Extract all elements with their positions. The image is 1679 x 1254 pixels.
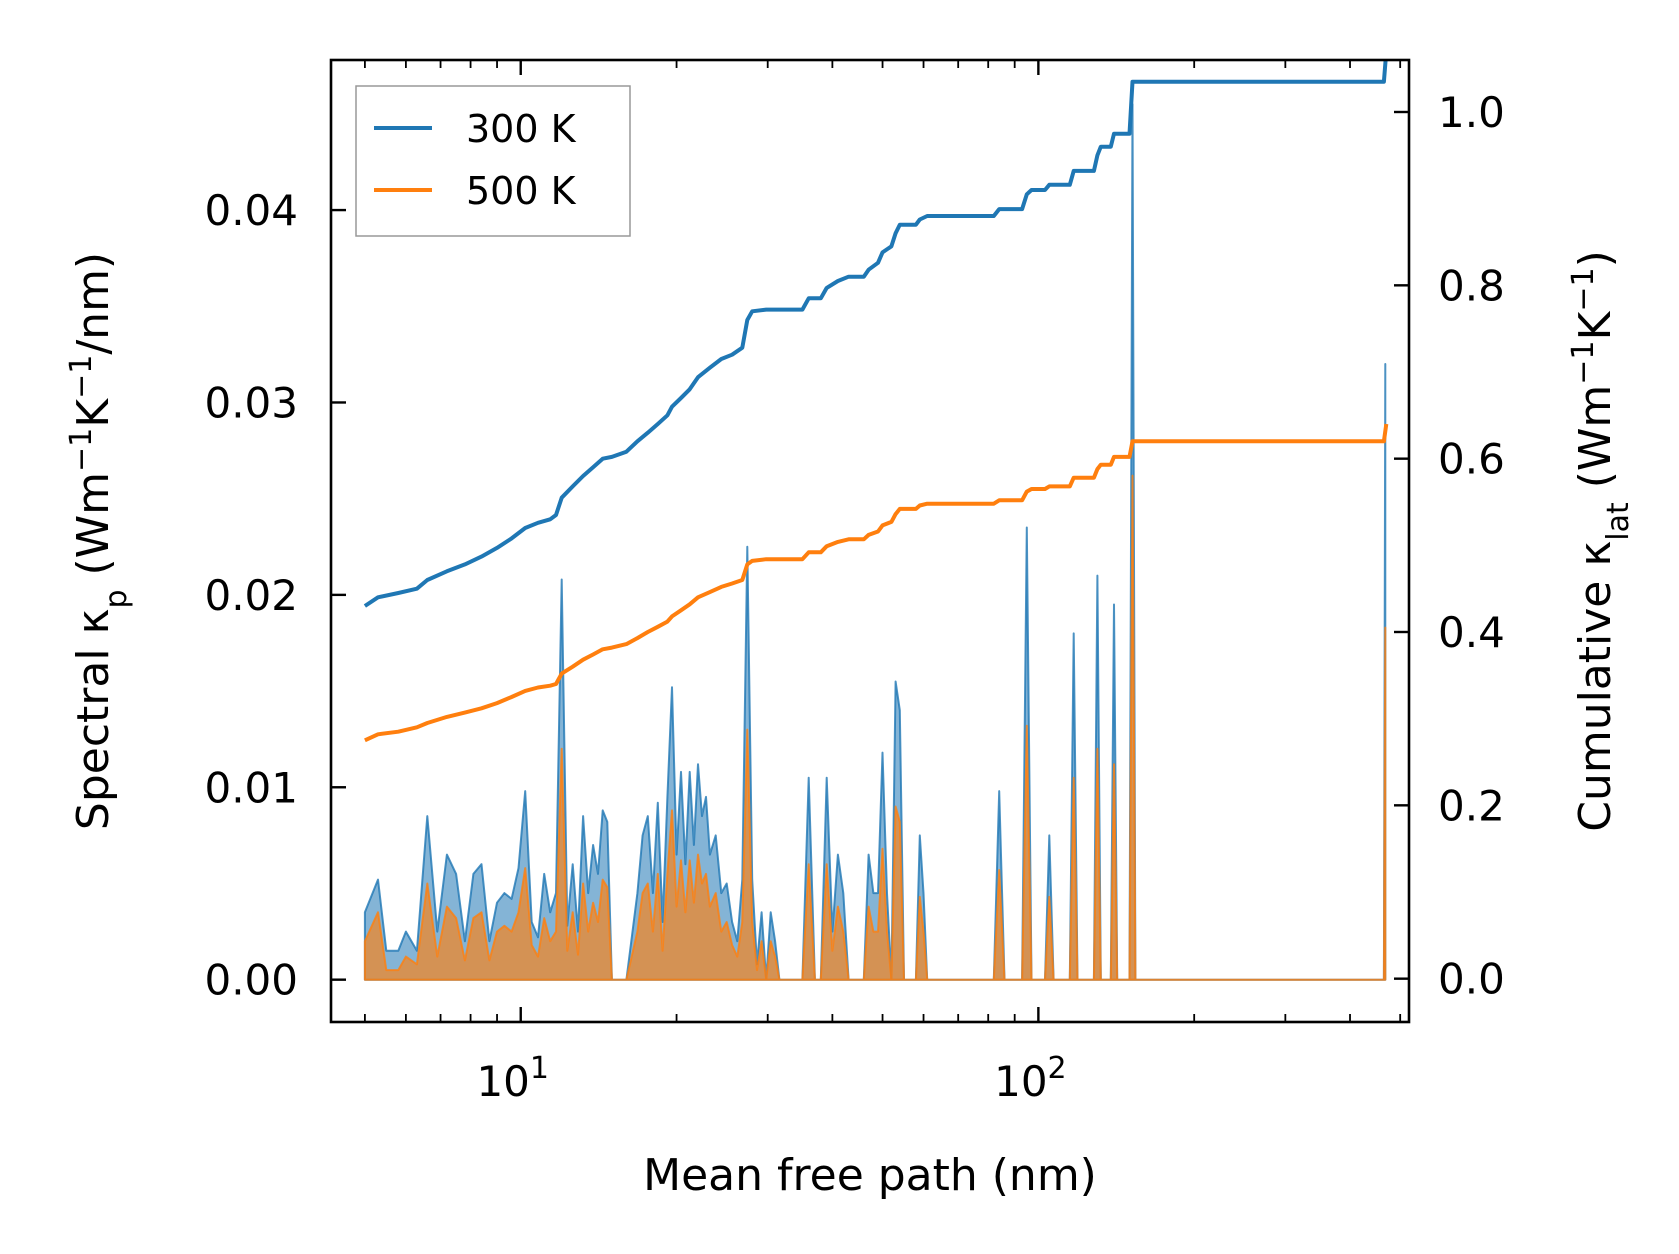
legend-label-500k: 500 K bbox=[466, 169, 577, 213]
y-left-tick-label: 0.00 bbox=[204, 956, 298, 1005]
legend: 300 K 500 K bbox=[355, 85, 631, 237]
x-axis-label: Mean free path (nm) bbox=[643, 1150, 1097, 1201]
spectral-area-500k bbox=[363, 474, 1387, 981]
y-right-axis-label: Cumulative κlat (Wm−1K−1) bbox=[1566, 250, 1636, 832]
y-right-tick-label: 0.2 bbox=[1438, 781, 1505, 830]
y-right-tick-label: 0.8 bbox=[1438, 261, 1505, 310]
legend-label-300k: 300 K bbox=[466, 107, 577, 151]
legend-box bbox=[355, 85, 631, 237]
y-right-axis-title: Cumulative κlat (Wm−1K−1) bbox=[1566, 250, 1636, 832]
cumulative-series-layer bbox=[363, 60, 1389, 743]
y-left-tick-label: 0.04 bbox=[204, 186, 298, 235]
y-right-tick-label: 0.6 bbox=[1438, 435, 1505, 484]
y-right-tick-label: 0.0 bbox=[1438, 955, 1505, 1004]
y-right-tick-label: 0.4 bbox=[1438, 608, 1505, 657]
cumulative-line-500k bbox=[364, 423, 1389, 743]
cumulative-line-300k bbox=[363, 60, 1388, 608]
y-left-axis-label: Spectral κp (Wm−1K−1/nm) bbox=[64, 252, 134, 830]
spectral-series-layer bbox=[363, 103, 1387, 981]
x-axis-title: Mean free path (nm) bbox=[643, 1150, 1097, 1201]
ticks-layer: 101 102 0.00 0.01 0.02 0.03 0.04 0.0 0.2 0.4 0.6 0.… bbox=[204, 60, 1505, 1106]
y-right-tick-label: 1.0 bbox=[1438, 88, 1505, 137]
y-left-tick-label: 0.02 bbox=[204, 571, 298, 620]
x-tick-label: 101 bbox=[476, 1051, 549, 1106]
plot-frame bbox=[329, 58, 1411, 1024]
y-left-tick-label: 0.03 bbox=[204, 378, 298, 427]
y-left-axis-title: Spectral κp (Wm−1K−1/nm) bbox=[64, 252, 134, 830]
x-tick-label: 102 bbox=[994, 1051, 1067, 1106]
y-left-tick-label: 0.01 bbox=[204, 763, 298, 812]
